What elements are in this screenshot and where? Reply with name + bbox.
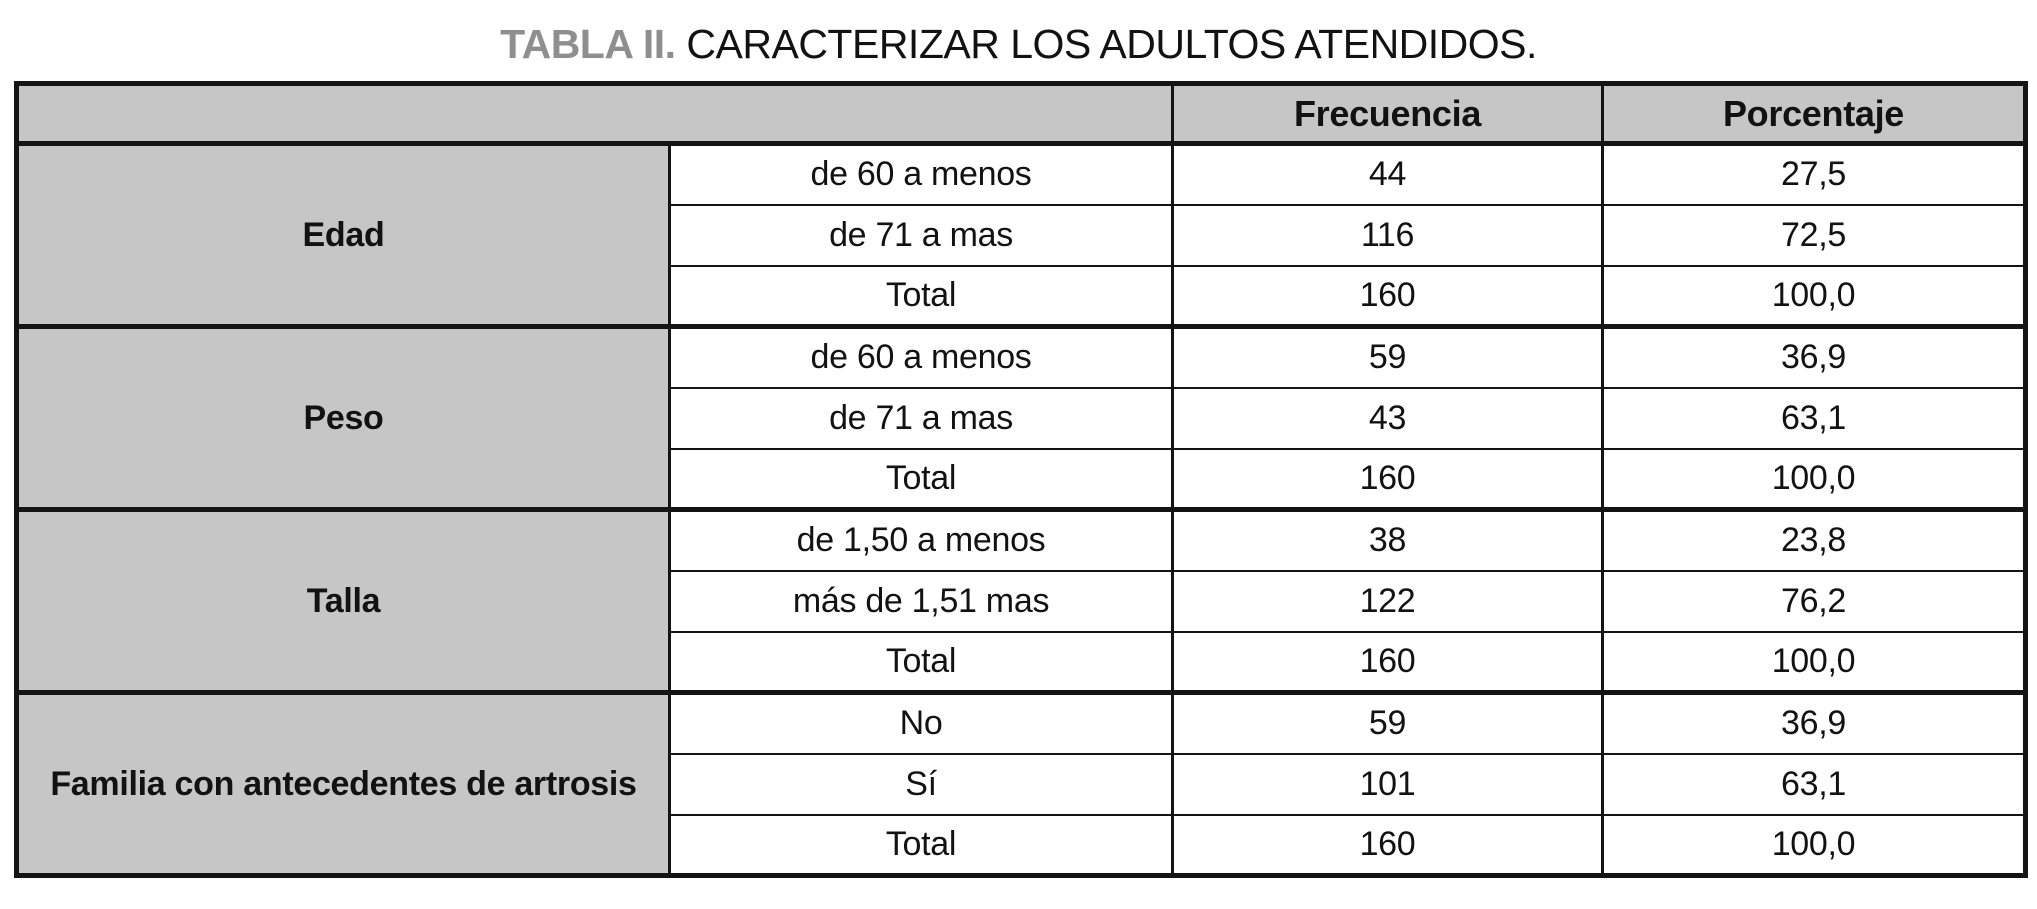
frequency-cell: 160	[1171, 447, 1604, 511]
frequency-cell: 160	[1171, 813, 1604, 877]
table-caption-number: TABLA II.	[500, 21, 676, 67]
percentage-cell: 100,0	[1601, 264, 2027, 328]
percentage-cell: 100,0	[1601, 813, 2027, 877]
category-cell: Total	[668, 264, 1174, 328]
category-cell: Total	[668, 813, 1174, 877]
table-row: Total 160 100,0	[17, 264, 2027, 328]
table-row: Total 160 100,0	[17, 813, 2027, 877]
header-row: Frecuencia Porcentaje	[15, 82, 2027, 146]
table-body: Edad de 60 a menos 44 27,5 de 71 a mas 116 72,…	[15, 141, 2027, 877]
category-cell: Total	[668, 447, 1174, 511]
frequency-cell: 160	[1171, 264, 1604, 328]
category-cell: de 60 a menos	[668, 324, 1174, 389]
frequency-cell: 59	[1171, 324, 1604, 389]
table-row: Total 160 100,0	[17, 447, 2027, 511]
percentage-cell: 100,0	[1601, 447, 2027, 511]
category-cell: No	[668, 690, 1174, 755]
percentage-cell: 100,0	[1601, 630, 2027, 694]
header-percentage: Porcentaje	[1601, 82, 2027, 146]
group-label-familia: Familia con antecedentes de artrosis	[15, 690, 671, 877]
header-empty-cell	[15, 82, 1174, 146]
frequency-cell: 160	[1171, 630, 1604, 694]
table-row: Peso de 60 a menos 59 36,9	[15, 324, 2027, 511]
category-cell: Total	[668, 630, 1174, 694]
table-caption-text: CARACTERIZAR LOS ADULTOS ATENDIDOS.	[686, 21, 1537, 67]
table-row: de 71 a mas 116 72,5	[17, 203, 2027, 267]
category-cell: de 71 a mas	[668, 386, 1174, 450]
percentage-cell: 27,5	[1601, 141, 2027, 206]
header-frequency: Frecuencia	[1171, 82, 1604, 146]
frequency-cell: 38	[1171, 507, 1604, 572]
group-label-talla: Talla	[15, 507, 671, 694]
category-cell: de 60 a menos	[668, 141, 1174, 206]
percentage-cell: 63,1	[1601, 752, 2027, 816]
frequency-cell: 59	[1171, 690, 1604, 755]
percentage-cell: 63,1	[1601, 386, 2027, 450]
group-label-peso: Peso	[15, 324, 671, 511]
frequency-cell: 44	[1171, 141, 1604, 206]
table-row: Edad de 60 a menos 44 27,5	[15, 141, 2027, 328]
table-row: de 71 a mas 43 63,1	[17, 386, 2027, 450]
statistics-table: Frecuencia Porcentaje Edad de 60 a menos 4…	[14, 81, 2028, 879]
table-row: Total 160 100,0	[17, 630, 2027, 694]
page: TABLA II. CARACTERIZAR LOS ADULTOS ATEND…	[14, 21, 2028, 879]
table-header: Frecuencia Porcentaje	[15, 82, 2027, 146]
frequency-cell: 122	[1171, 569, 1604, 633]
table-row: Familia con antecedentes de artrosis No 59…	[15, 690, 2027, 877]
category-cell: más de 1,51 mas	[668, 569, 1174, 633]
percentage-cell: 72,5	[1601, 203, 2027, 267]
category-cell: de 1,50 a menos	[668, 507, 1174, 572]
category-cell: Sí	[668, 752, 1174, 816]
percentage-cell: 36,9	[1601, 324, 2027, 389]
percentage-cell: 76,2	[1601, 569, 2027, 633]
group-label-edad: Edad	[15, 141, 671, 328]
table-caption: TABLA II. CARACTERIZAR LOS ADULTOS ATEND…	[14, 21, 2023, 67]
percentage-cell: 36,9	[1601, 690, 2027, 755]
percentage-cell: 23,8	[1601, 507, 2027, 572]
frequency-cell: 116	[1171, 203, 1604, 267]
table-row: Talla de 1,50 a menos 38 23,8	[15, 507, 2027, 694]
table-row: Sí 101 63,1	[17, 752, 2027, 816]
frequency-cell: 101	[1171, 752, 1604, 816]
table-row: más de 1,51 mas 122 76,2	[17, 569, 2027, 633]
category-cell: de 71 a mas	[668, 203, 1174, 267]
frequency-cell: 43	[1171, 386, 1604, 450]
